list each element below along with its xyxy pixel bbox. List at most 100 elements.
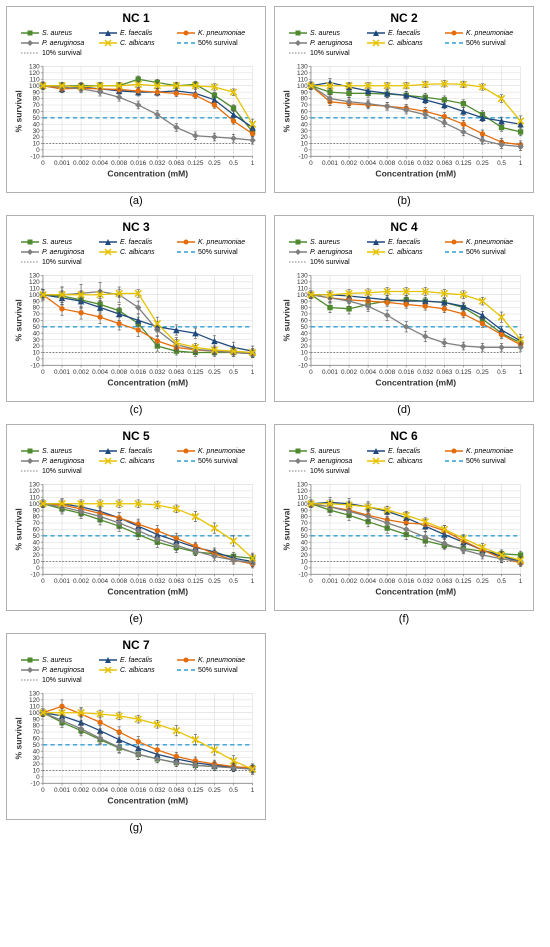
legend-swatch-ref_50 <box>177 248 195 256</box>
svg-text:10: 10 <box>33 559 41 566</box>
svg-text:120: 120 <box>29 488 40 495</box>
svg-text:0.008: 0.008 <box>379 578 395 585</box>
svg-text:% survival: % survival <box>282 508 292 550</box>
legend-item-e_faecalis: E. faecalis <box>99 238 169 246</box>
legend-label-ref_10: 10% survival <box>42 468 82 475</box>
svg-text:90: 90 <box>33 716 41 723</box>
legend-label-ref_10: 10% survival <box>310 259 350 266</box>
svg-text:0.063: 0.063 <box>436 369 452 376</box>
svg-text:60: 60 <box>301 109 309 116</box>
legend-swatch-k_pneumoniae <box>177 656 195 664</box>
svg-text:Concentration (mM): Concentration (mM) <box>375 378 456 388</box>
legend-item-k_pneumoniae: K. pneumoniae <box>177 29 247 37</box>
svg-text:60: 60 <box>33 736 41 743</box>
legend-label-s_aureus: S. aureus <box>42 448 72 455</box>
svg-text:0.125: 0.125 <box>455 160 471 167</box>
svg-text:50: 50 <box>301 115 309 122</box>
svg-text:0.5: 0.5 <box>229 787 238 794</box>
legend-label-c_albicans: C. albicans <box>120 40 155 47</box>
sublabel: (b) <box>397 195 410 207</box>
svg-text:70: 70 <box>301 102 309 109</box>
svg-text:110: 110 <box>30 494 41 501</box>
legend: S. aureusE. faecalisK. pneumoniaeP. aeru… <box>281 236 527 270</box>
chart-title: NC 2 <box>281 11 527 25</box>
panel-nc5: NC 5 S. aureusE. faecalisK. pneumoniaeP.… <box>6 424 266 625</box>
panel-border: NC 5 S. aureusE. faecalisK. pneumoniaeP.… <box>6 424 266 611</box>
svg-text:30: 30 <box>301 128 309 135</box>
svg-text:0.25: 0.25 <box>208 369 221 376</box>
legend-swatch-ref_50 <box>445 457 463 465</box>
panel-nc7: NC 7 S. aureusE. faecalisK. pneumoniaeP.… <box>6 633 266 834</box>
legend-swatch-s_aureus <box>289 238 307 246</box>
svg-text:0.125: 0.125 <box>187 578 203 585</box>
legend-label-ref_50: 50% survival <box>466 458 506 465</box>
panel-nc6: NC 6 S. aureusE. faecalisK. pneumoniaeP.… <box>274 424 534 625</box>
svg-text:% survival: % survival <box>14 717 24 759</box>
legend-label-p_aeruginosa: P. aeruginosa <box>310 40 352 47</box>
svg-text:0: 0 <box>304 147 308 154</box>
legend-swatch-s_aureus <box>21 447 39 455</box>
svg-text:90: 90 <box>33 507 41 514</box>
legend-swatch-p_aeruginosa <box>21 457 39 465</box>
svg-text:0.25: 0.25 <box>476 160 489 167</box>
legend-label-p_aeruginosa: P. aeruginosa <box>310 458 352 465</box>
svg-text:60: 60 <box>33 527 41 534</box>
svg-text:0.25: 0.25 <box>208 578 221 585</box>
svg-text:-10: -10 <box>30 780 40 787</box>
svg-text:20: 20 <box>301 343 309 350</box>
svg-text:0.125: 0.125 <box>455 578 471 585</box>
svg-text:10: 10 <box>301 559 309 566</box>
svg-text:130: 130 <box>29 273 40 280</box>
svg-text:40: 40 <box>301 330 309 337</box>
legend-swatch-ref_10 <box>21 49 39 57</box>
svg-text:0.008: 0.008 <box>111 369 127 376</box>
legend-label-ref_10: 10% survival <box>42 50 82 57</box>
svg-text:0: 0 <box>36 565 40 572</box>
panel-border: NC 1 S. aureusE. faecalisK. pneumoniaeP.… <box>6 6 266 193</box>
svg-text:0.002: 0.002 <box>73 369 89 376</box>
svg-text:110: 110 <box>30 703 41 710</box>
svg-text:20: 20 <box>33 761 41 768</box>
svg-text:110: 110 <box>298 285 309 292</box>
svg-text:0.001: 0.001 <box>54 369 70 376</box>
svg-text:0.063: 0.063 <box>168 787 184 794</box>
svg-text:100: 100 <box>297 501 308 508</box>
svg-text:50: 50 <box>33 533 41 540</box>
legend-item-k_pneumoniae: K. pneumoniae <box>445 29 515 37</box>
legend-item-ref_50: 50% survival <box>445 39 515 47</box>
legend-swatch-p_aeruginosa <box>289 457 307 465</box>
legend-swatch-k_pneumoniae <box>445 238 463 246</box>
svg-text:Concentration (mM): Concentration (mM) <box>375 587 456 597</box>
legend-item-p_aeruginosa: P. aeruginosa <box>21 39 91 47</box>
chart-grid: NC 1 S. aureusE. faecalisK. pneumoniaeP.… <box>0 0 550 840</box>
svg-text:0.25: 0.25 <box>476 578 489 585</box>
plot-svg: -10010203040506070809010011012013000.001… <box>281 479 527 599</box>
legend-item-c_albicans: C. albicans <box>367 457 437 465</box>
legend-item-p_aeruginosa: P. aeruginosa <box>289 39 359 47</box>
svg-text:50: 50 <box>33 115 41 122</box>
svg-text:50: 50 <box>33 742 41 749</box>
svg-text:120: 120 <box>297 488 308 495</box>
svg-text:1: 1 <box>519 160 523 167</box>
panel-border: NC 6 S. aureusE. faecalisK. pneumoniaeP.… <box>274 424 534 611</box>
svg-text:0: 0 <box>36 356 40 363</box>
svg-text:0.063: 0.063 <box>168 369 184 376</box>
svg-text:0.002: 0.002 <box>341 578 357 585</box>
legend-item-ref_50: 50% survival <box>177 666 247 674</box>
legend-swatch-ref_50 <box>445 39 463 47</box>
svg-text:0.5: 0.5 <box>229 369 238 376</box>
legend: S. aureusE. faecalisK. pneumoniaeP. aeru… <box>13 27 259 61</box>
legend-swatch-c_albicans <box>99 666 117 674</box>
legend-label-p_aeruginosa: P. aeruginosa <box>42 667 84 674</box>
svg-text:80: 80 <box>33 514 41 521</box>
legend-label-s_aureus: S. aureus <box>310 239 340 246</box>
legend-label-k_pneumoniae: K. pneumoniae <box>198 448 245 455</box>
legend-swatch-e_faecalis <box>99 656 117 664</box>
svg-text:0: 0 <box>41 578 45 585</box>
svg-text:40: 40 <box>33 748 41 755</box>
legend-swatch-k_pneumoniae <box>177 447 195 455</box>
svg-text:0.016: 0.016 <box>398 160 414 167</box>
svg-text:Concentration (mM): Concentration (mM) <box>375 169 456 179</box>
svg-text:% survival: % survival <box>14 90 24 132</box>
legend-swatch-s_aureus <box>21 238 39 246</box>
